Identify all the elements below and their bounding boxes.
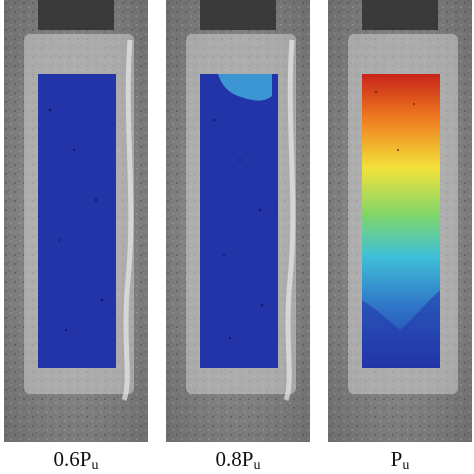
load-label-pu: Pu — [328, 446, 472, 473]
label-ratio: 6P — [69, 447, 92, 471]
strain-field-overlay — [200, 74, 278, 368]
label-base: 0. — [53, 447, 70, 471]
surface-pores — [212, 118, 264, 340]
strain-onset-zone — [218, 74, 272, 101]
loading-plate — [38, 0, 114, 30]
loading-plate — [362, 0, 438, 30]
surface-pores — [48, 108, 104, 332]
load-label-0.8pu: 0.8Pu — [166, 446, 310, 473]
strain-field-overlay — [38, 74, 116, 368]
panel-0.6pu — [4, 0, 148, 442]
surface-pores — [374, 90, 416, 152]
loading-plate — [200, 0, 276, 30]
label-subscript: u — [91, 458, 99, 473]
label-ratio: 8P — [231, 447, 254, 471]
specimen-image-0.8pu — [166, 0, 310, 442]
specimen-image-pu — [328, 0, 472, 442]
label-base: 0. — [215, 447, 232, 471]
layer-edge — [283, 39, 296, 401]
specimen-image-0.6pu — [4, 0, 148, 442]
label-ratio: P — [390, 447, 403, 471]
label-subscript: u — [253, 458, 261, 473]
layer-edge — [121, 39, 134, 401]
low-strain-zone — [362, 290, 440, 368]
panel-pu — [328, 0, 472, 442]
label-subscript: u — [402, 458, 410, 473]
panel-0.8pu — [166, 0, 310, 442]
load-label-0.6pu: 0.6Pu — [4, 446, 148, 473]
